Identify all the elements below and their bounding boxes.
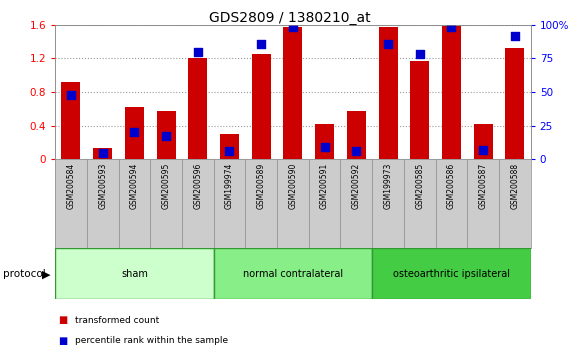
Point [447, 25, 456, 30]
Text: GSM200595: GSM200595 [162, 163, 171, 209]
FancyBboxPatch shape [55, 248, 213, 299]
Bar [157, 112, 176, 159]
Point [98, 150, 107, 155]
Text: GSM200586: GSM200586 [447, 163, 456, 209]
Bar [442, 27, 461, 159]
Text: GDS2809 / 1380210_at: GDS2809 / 1380210_at [209, 11, 371, 25]
Text: GSM200584: GSM200584 [67, 163, 75, 209]
Text: ■: ■ [58, 315, 67, 325]
Text: sham: sham [121, 269, 148, 280]
Point [66, 92, 75, 98]
Text: normal contralateral: normal contralateral [243, 269, 343, 280]
Text: protocol: protocol [3, 269, 46, 280]
Point [193, 49, 202, 55]
Text: GSM200591: GSM200591 [320, 163, 329, 209]
Text: ■: ■ [58, 336, 67, 346]
Bar [93, 148, 112, 159]
Text: percentile rank within the sample: percentile rank within the sample [75, 336, 229, 345]
Text: GSM200593: GSM200593 [98, 163, 107, 209]
Point [478, 147, 488, 153]
Point [256, 41, 266, 46]
Text: GSM199974: GSM199974 [225, 163, 234, 209]
Bar [474, 124, 492, 159]
Bar [410, 61, 429, 159]
Bar [252, 54, 271, 159]
Bar [347, 112, 366, 159]
Bar [315, 124, 334, 159]
Bar [188, 58, 207, 159]
Bar [125, 107, 144, 159]
Bar [379, 27, 397, 159]
Text: GSM200596: GSM200596 [193, 163, 202, 209]
Text: osteoarthritic ipsilateral: osteoarthritic ipsilateral [393, 269, 510, 280]
Point [383, 41, 393, 46]
Point [351, 148, 361, 154]
Text: GSM200592: GSM200592 [352, 163, 361, 209]
Text: GSM200594: GSM200594 [130, 163, 139, 209]
Text: GSM200590: GSM200590 [288, 163, 298, 209]
Point [225, 148, 234, 154]
Text: GSM200587: GSM200587 [478, 163, 488, 209]
Point [130, 130, 139, 135]
Bar [505, 48, 524, 159]
Point [288, 25, 298, 30]
Point [415, 52, 425, 57]
Point [320, 144, 329, 150]
Point [161, 133, 171, 139]
Bar [284, 27, 302, 159]
Text: GSM200585: GSM200585 [415, 163, 424, 209]
Point [510, 33, 520, 38]
Text: ▶: ▶ [42, 269, 51, 280]
Bar [61, 82, 81, 159]
Text: GSM200589: GSM200589 [257, 163, 266, 209]
Text: GSM199973: GSM199973 [383, 163, 393, 209]
FancyBboxPatch shape [213, 248, 372, 299]
Text: transformed count: transformed count [75, 316, 160, 325]
Bar [220, 134, 239, 159]
Text: GSM200588: GSM200588 [510, 163, 519, 209]
FancyBboxPatch shape [372, 248, 531, 299]
